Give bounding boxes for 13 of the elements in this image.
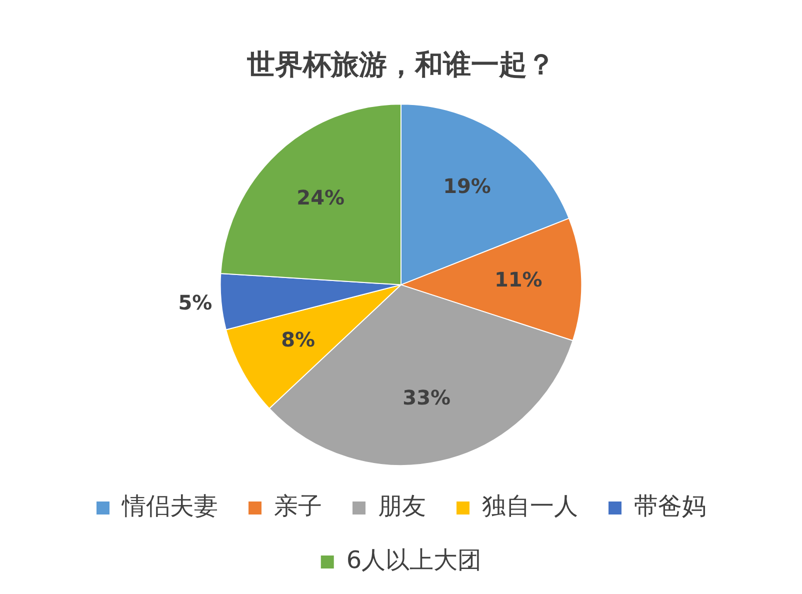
data-label: 11% [494,267,542,292]
data-label: 33% [402,386,451,410]
legend-label: 带爸妈 [634,492,706,520]
data-label: 8% [281,328,316,352]
legend-label: 情侣夫妻 [121,492,218,520]
legend-label: 亲子 [274,492,322,520]
legend-label: 6人以上大团 [346,546,482,574]
legend-label: 朋友 [378,492,426,520]
chart-title: 世界杯旅游，和谁一起？ [246,48,555,82]
data-label: 19% [443,174,491,198]
legend-label: 独自一人 [482,492,578,520]
data-label: 5% [178,290,212,314]
data-label: 24% [296,185,345,210]
